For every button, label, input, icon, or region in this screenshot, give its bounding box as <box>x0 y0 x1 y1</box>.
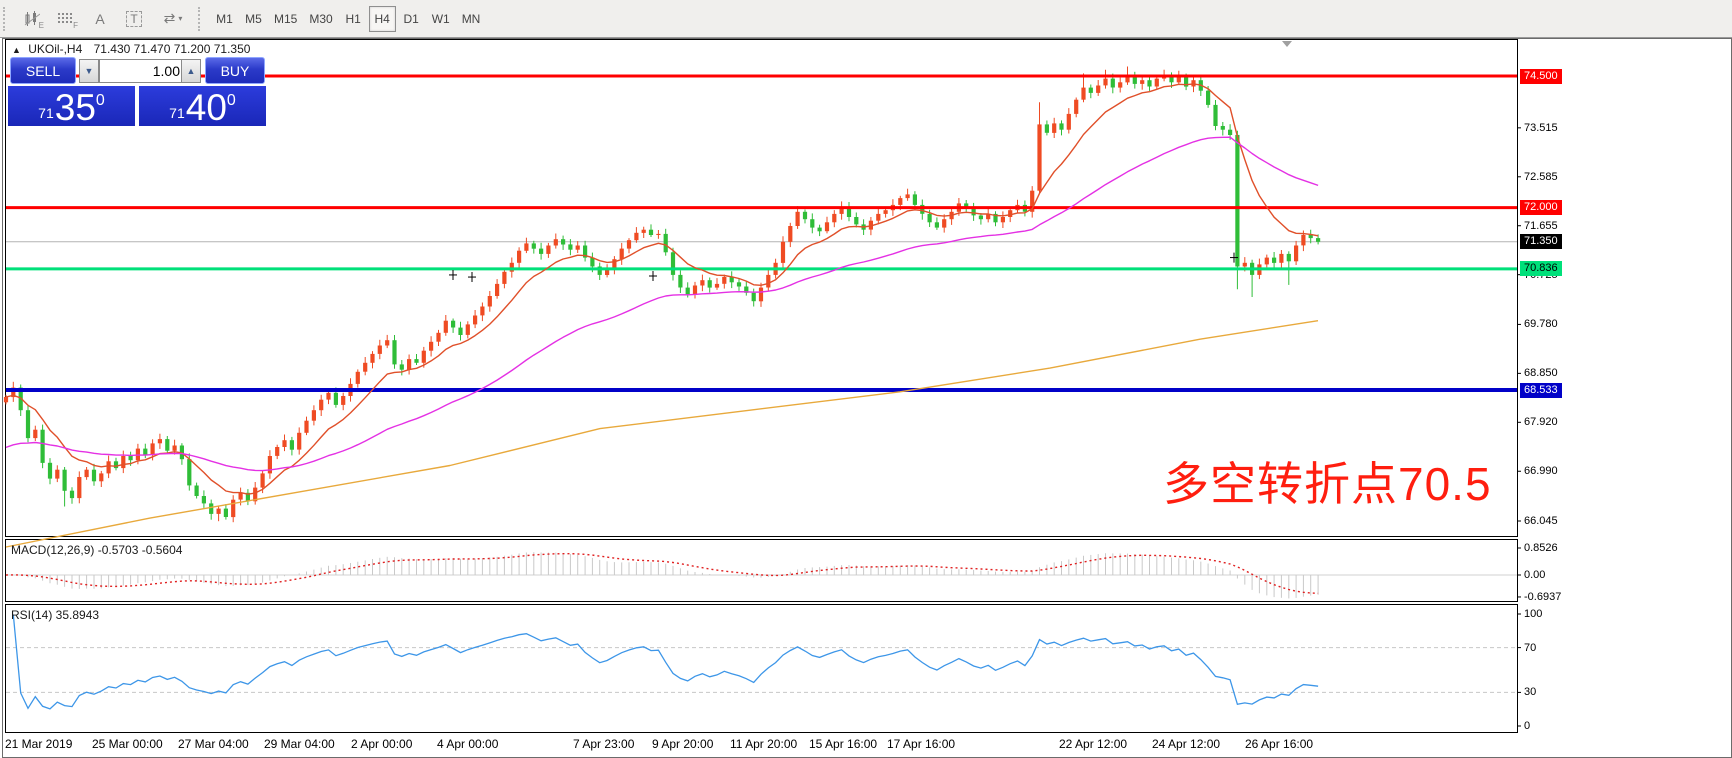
timeframe-button-h1[interactable]: H1 <box>340 6 367 32</box>
macd-axis-label-0.8526: 0.8526 <box>1524 542 1558 554</box>
chart-header: ▲ UKOil-,H4 71.430 71.470 71.200 71.350 <box>12 42 250 56</box>
price-badge-72.000: 72.000 <box>1520 200 1562 216</box>
chart-annotation-text: 多空转折点70.5 <box>1163 458 1492 510</box>
timeframe-button-m15[interactable]: M15 <box>269 6 302 32</box>
volume-decrease-button[interactable]: ▼ <box>79 59 99 83</box>
price-axis-label-72.585: 72.585 <box>1524 170 1558 183</box>
toolbar: E F A T ⇄ ▾ M1 M5 M15 M30 H1 H4 D1 W1 MN <box>0 0 1732 38</box>
date-axis-label: 26 Apr 16:00 <box>1245 737 1314 751</box>
timeframe-button-m1[interactable]: M1 <box>211 6 238 32</box>
one-click-trading-widget: SELL ▼ ▲ BUY 71 35 0 71 40 0 <box>8 56 266 126</box>
date-axis-label: 7 Apr 23:00 <box>573 737 635 751</box>
timeframe-button-mn[interactable]: MN <box>457 6 486 32</box>
chevron-down-icon: ▾ <box>178 14 183 23</box>
candles-glyph <box>24 10 40 26</box>
sell-button[interactable]: SELL <box>10 57 76 84</box>
price-axis-label-66.045: 66.045 <box>1524 514 1558 527</box>
date-axis-label: 2 Apr 00:00 <box>351 737 413 751</box>
timeframe-button-m30[interactable]: M30 <box>304 6 337 32</box>
macd-axis-label-0.00: 0.00 <box>1524 569 1546 581</box>
buy-button[interactable]: BUY <box>205 57 265 84</box>
date-axis-label: 17 Apr 16:00 <box>887 737 956 751</box>
price-badge-74.500: 74.500 <box>1520 68 1562 84</box>
sell-price-sup: 0 <box>95 92 105 109</box>
volume-input[interactable] <box>99 59 185 83</box>
date-axis-label: 4 Apr 00:00 <box>437 737 499 751</box>
rsi-axis-label-30: 30 <box>1524 686 1537 699</box>
date-axis-label: 24 Apr 12:00 <box>1152 737 1221 751</box>
timeframe-button-m5[interactable]: M5 <box>240 6 267 32</box>
indicator-grid-icon[interactable]: F <box>51 5 81 33</box>
timeframe-button-w1[interactable]: W1 <box>427 6 455 32</box>
date-axis-label: 11 Apr 20:00 <box>730 737 798 751</box>
price-axis-label-69.780: 69.780 <box>1524 318 1558 331</box>
ohlc-values: 71.430 71.470 71.200 71.350 <box>93 42 251 56</box>
price-badge-68.533: 68.533 <box>1520 382 1562 398</box>
chart-styles-icon[interactable]: E <box>17 5 47 33</box>
buy-price-sup: 0 <box>226 92 236 109</box>
buy-price-tile[interactable]: 71 40 0 <box>139 86 266 126</box>
date-axis-label: 9 Apr 20:00 <box>652 737 714 751</box>
rsi-axis-label-0: 0 <box>1524 720 1531 732</box>
letter-t-glyph: T <box>126 10 142 27</box>
buy-price-big: 40 <box>185 87 227 128</box>
price-badge-71.350: 71.350 <box>1520 234 1562 250</box>
rsi-label: RSI(14) 35.8943 <box>11 608 100 622</box>
price-axis-label-71.655: 71.655 <box>1524 219 1558 232</box>
volume-increase-button[interactable]: ▲ <box>181 59 201 83</box>
timeframe-bar: M1 M5 M15 M30 H1 H4 D1 W1 MN <box>210 5 486 32</box>
symbol-timeframe-label: UKOil-,H4 <box>28 42 83 56</box>
macd-label: MACD(12,26,9) -0.5703 -0.5604 <box>11 543 183 557</box>
price-badge-70.836: 70.836 <box>1520 261 1562 277</box>
toolbar-grip-2[interactable] <box>198 6 207 31</box>
sell-price-big: 35 <box>54 87 96 128</box>
price-axis-label-68.850: 68.850 <box>1524 367 1558 380</box>
macd-axis-label--0.6937: -0.6937 <box>1524 590 1562 603</box>
text-box-icon[interactable]: T <box>119 5 149 33</box>
chart-window <box>2 38 1732 758</box>
toolbar-grip[interactable] <box>3 6 12 31</box>
grid-glyph <box>58 12 72 23</box>
timeframe-button-h4[interactable]: H4 <box>368 5 396 32</box>
icon-sub-e: E <box>38 20 44 30</box>
sell-price-prefix: 71 <box>38 105 54 121</box>
objects-arrange-icon[interactable]: ⇄ ▾ <box>153 5 193 33</box>
text-label-icon[interactable]: A <box>85 5 115 33</box>
letter-a-glyph: A <box>95 10 105 27</box>
date-axis-label: 29 Mar 04:00 <box>264 737 335 751</box>
price-axis-label-67.920: 67.920 <box>1524 416 1558 429</box>
icon-sub-f: F <box>73 20 78 30</box>
sell-price-tile[interactable]: 71 35 0 <box>8 86 135 126</box>
date-axis-label: 15 Apr 16:00 <box>809 737 878 751</box>
rsi-axis-label-70: 70 <box>1524 641 1537 654</box>
arrows-glyph: ⇄ <box>163 10 176 26</box>
price-axis-label-66.990: 66.990 <box>1524 465 1558 478</box>
date-axis-label: 22 Apr 12:00 <box>1059 737 1128 751</box>
date-axis-label: 21 Mar 2019 <box>5 737 73 751</box>
price-axis-label-73.515: 73.515 <box>1524 121 1558 134</box>
date-axis-label: 25 Mar 00:00 <box>92 737 163 751</box>
rsi-axis-label-100: 100 <box>1524 608 1543 620</box>
timeframe-button-d1[interactable]: D1 <box>398 6 425 32</box>
symbol-marker-icon: ▲ <box>12 45 21 55</box>
buy-price-prefix: 71 <box>169 105 185 121</box>
date-axis-label: 27 Mar 04:00 <box>178 737 249 751</box>
